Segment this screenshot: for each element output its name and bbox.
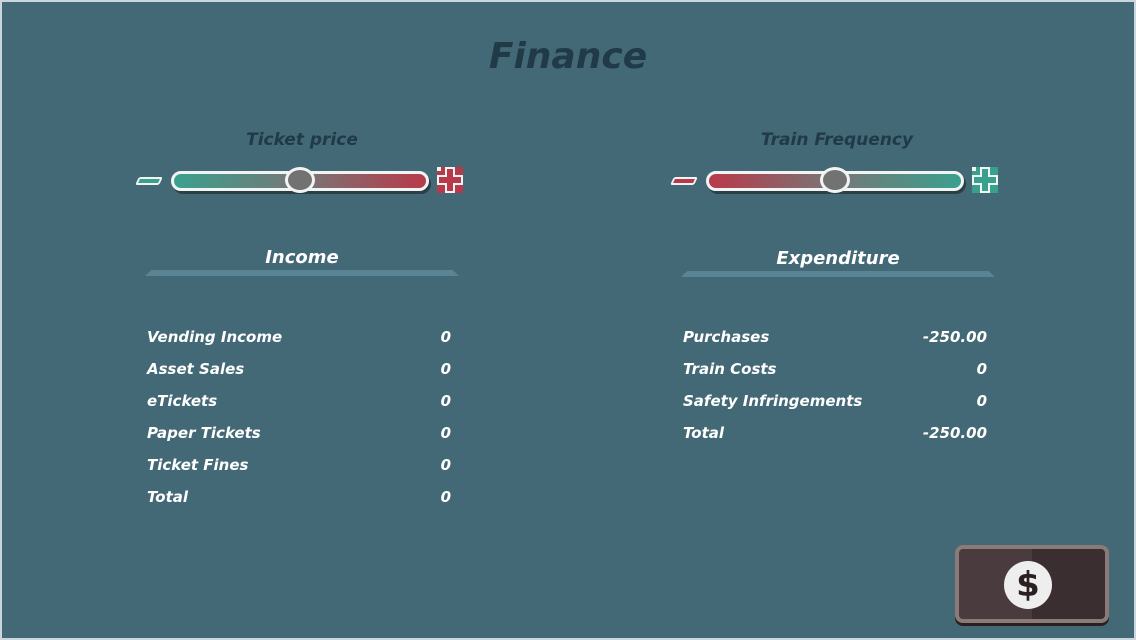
- ticket-price-slider[interactable]: [135, 167, 465, 197]
- row-label: Paper Tickets: [147, 424, 261, 442]
- table-row: Purchases -250.00: [683, 328, 987, 346]
- row-label: Total: [683, 424, 725, 442]
- page-title: Finance: [488, 36, 648, 77]
- table-row: Total -250.00: [683, 424, 987, 442]
- row-label: Vending Income: [147, 328, 283, 346]
- row-value: 0: [976, 360, 987, 378]
- row-value: 0: [440, 360, 451, 378]
- row-label: Ticket Fines: [147, 456, 249, 474]
- table-row: eTickets 0: [147, 392, 451, 410]
- table-row: Paper Tickets 0: [147, 424, 451, 442]
- table-row: Vending Income 0: [147, 328, 451, 346]
- row-value: -250.00: [922, 424, 987, 442]
- slider-handle[interactable]: [285, 167, 315, 193]
- row-label: eTickets: [147, 392, 218, 410]
- divider: [681, 271, 995, 277]
- train-frequency-label: Train Frequency: [760, 130, 914, 150]
- ticket-price-label: Ticket price: [246, 130, 358, 150]
- increase-frequency-button[interactable]: [972, 167, 998, 193]
- train-frequency-slider[interactable]: [670, 167, 1000, 197]
- finance-button[interactable]: $: [955, 545, 1109, 623]
- divider: [145, 270, 459, 276]
- slider-handle[interactable]: [820, 167, 850, 193]
- decrease-frequency-button[interactable]: [670, 177, 698, 185]
- row-label: Asset Sales: [147, 360, 245, 378]
- row-value: 0: [440, 328, 451, 346]
- row-value: -250.00: [922, 328, 987, 346]
- row-value: 0: [440, 456, 451, 474]
- income-heading: Income: [265, 247, 339, 268]
- row-label: Total: [147, 488, 189, 506]
- decrease-ticket-price-button[interactable]: [135, 177, 163, 185]
- expenditure-heading: Expenditure: [776, 248, 900, 269]
- table-row: Total 0: [147, 488, 451, 506]
- dollar-coin-icon: $: [1004, 561, 1052, 609]
- row-label: Safety Infringements: [683, 392, 863, 410]
- row-label: Train Costs: [683, 360, 777, 378]
- table-row: Asset Sales 0: [147, 360, 451, 378]
- increase-ticket-price-button[interactable]: [437, 167, 463, 193]
- row-value: 0: [440, 488, 451, 506]
- row-value: 0: [440, 392, 451, 410]
- table-row: Safety Infringements 0: [683, 392, 987, 410]
- row-label: Purchases: [683, 328, 770, 346]
- table-row: Ticket Fines 0: [147, 456, 451, 474]
- table-row: Train Costs 0: [683, 360, 987, 378]
- row-value: 0: [440, 424, 451, 442]
- row-value: 0: [976, 392, 987, 410]
